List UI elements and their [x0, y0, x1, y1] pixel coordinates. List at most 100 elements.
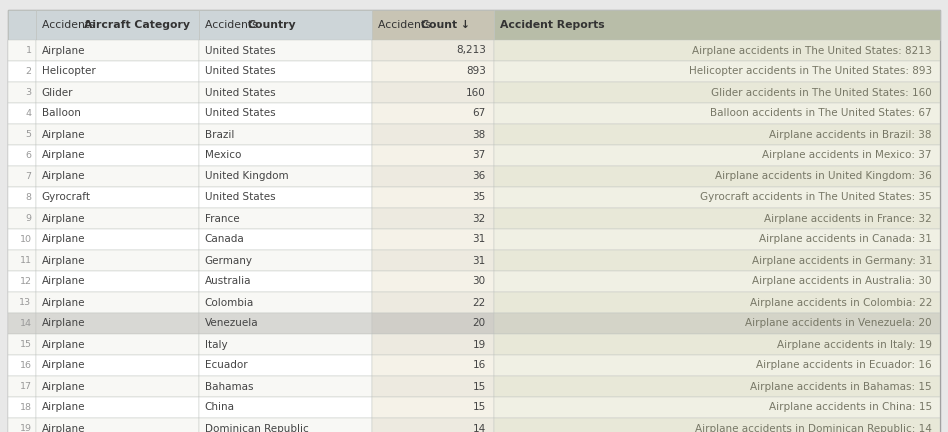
Text: 19: 19	[472, 340, 485, 349]
Bar	[372, 10, 494, 40]
Text: 10: 10	[20, 235, 31, 244]
Text: Airplane accidents in United Kingdom: 36: Airplane accidents in United Kingdom: 36	[715, 172, 932, 181]
Bar	[35, 145, 199, 166]
Text: Airplane: Airplane	[42, 255, 85, 266]
Bar	[35, 313, 199, 334]
Text: Brazil: Brazil	[205, 130, 234, 140]
Bar	[199, 145, 372, 166]
Text: 4: 4	[26, 109, 31, 118]
Bar	[494, 208, 940, 229]
Bar	[199, 229, 372, 250]
Bar	[199, 313, 372, 334]
Text: 20: 20	[472, 318, 485, 328]
Bar	[35, 10, 199, 40]
Text: Airplane accidents in Ecuador: 16: Airplane accidents in Ecuador: 16	[757, 360, 932, 371]
Bar	[199, 271, 372, 292]
Text: 8,213: 8,213	[456, 45, 485, 55]
Bar	[494, 145, 940, 166]
Bar	[35, 250, 199, 271]
Text: 893: 893	[465, 67, 485, 76]
Text: Airplane: Airplane	[42, 150, 85, 161]
Text: United Kingdom: United Kingdom	[205, 172, 288, 181]
Bar	[8, 61, 35, 82]
Bar	[8, 187, 35, 208]
Text: Airplane: Airplane	[42, 403, 85, 413]
Text: Bahamas: Bahamas	[205, 381, 253, 391]
Text: 67: 67	[472, 108, 485, 118]
Bar	[494, 334, 940, 355]
Bar	[372, 208, 494, 229]
Bar	[372, 313, 494, 334]
Text: 22: 22	[472, 298, 485, 308]
Text: 37: 37	[472, 150, 485, 161]
Bar	[199, 124, 372, 145]
Bar	[8, 124, 35, 145]
Bar	[199, 82, 372, 103]
Bar	[372, 40, 494, 61]
Text: 9: 9	[26, 214, 31, 223]
Bar	[494, 61, 940, 82]
Text: 15: 15	[472, 381, 485, 391]
Bar	[372, 103, 494, 124]
Bar	[8, 82, 35, 103]
Bar	[494, 292, 940, 313]
Text: Airplane: Airplane	[42, 340, 85, 349]
Bar	[372, 61, 494, 82]
Bar	[372, 82, 494, 103]
Text: Gyrocraft: Gyrocraft	[42, 193, 90, 203]
Bar	[199, 292, 372, 313]
Text: Italy: Italy	[205, 340, 228, 349]
Bar	[35, 292, 199, 313]
Bar	[199, 250, 372, 271]
Text: Colombia: Colombia	[205, 298, 254, 308]
Text: 18: 18	[20, 403, 31, 412]
Text: Airplane: Airplane	[42, 360, 85, 371]
Bar	[35, 355, 199, 376]
Bar	[372, 397, 494, 418]
Text: 160: 160	[465, 88, 485, 98]
Text: Airplane: Airplane	[42, 276, 85, 286]
Bar	[8, 355, 35, 376]
Bar	[8, 208, 35, 229]
Text: Glider: Glider	[42, 88, 73, 98]
Text: France: France	[205, 213, 239, 223]
Text: Canada: Canada	[205, 235, 245, 245]
Text: 13: 13	[19, 298, 31, 307]
Text: Dominican Republic: Dominican Republic	[205, 423, 308, 432]
Bar	[35, 418, 199, 432]
Text: Airplane accidents in France: 32: Airplane accidents in France: 32	[764, 213, 932, 223]
Bar	[8, 10, 35, 40]
Bar	[372, 292, 494, 313]
Bar	[8, 397, 35, 418]
Text: 19: 19	[20, 424, 31, 432]
Bar	[35, 166, 199, 187]
Text: Germany: Germany	[205, 255, 253, 266]
Bar	[199, 166, 372, 187]
Bar	[199, 334, 372, 355]
Bar	[372, 166, 494, 187]
Text: Airplane accidents in Australia: 30: Airplane accidents in Australia: 30	[753, 276, 932, 286]
Bar	[35, 124, 199, 145]
Text: Airplane: Airplane	[42, 213, 85, 223]
Text: 31: 31	[472, 235, 485, 245]
Bar	[494, 397, 940, 418]
Text: 36: 36	[472, 172, 485, 181]
Text: Airplane: Airplane	[42, 235, 85, 245]
Text: Airplane accidents in Canada: 31: Airplane accidents in Canada: 31	[759, 235, 932, 245]
Bar	[372, 418, 494, 432]
Text: 31: 31	[472, 255, 485, 266]
Text: Ecuador: Ecuador	[205, 360, 247, 371]
Bar	[199, 376, 372, 397]
Text: Helicopter accidents in The United States: 893: Helicopter accidents in The United State…	[689, 67, 932, 76]
Text: Airplane: Airplane	[42, 45, 85, 55]
Text: 11: 11	[20, 256, 31, 265]
Bar	[8, 103, 35, 124]
Bar	[372, 271, 494, 292]
Bar	[8, 334, 35, 355]
Text: Airplane accidents in Germany: 31: Airplane accidents in Germany: 31	[752, 255, 932, 266]
Bar	[35, 103, 199, 124]
Bar	[199, 40, 372, 61]
Bar	[35, 61, 199, 82]
Bar	[494, 376, 940, 397]
Text: 32: 32	[472, 213, 485, 223]
